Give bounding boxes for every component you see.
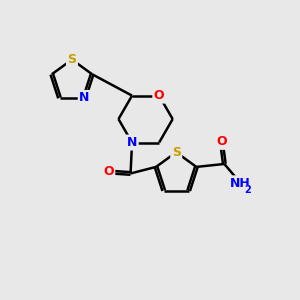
Text: O: O (103, 166, 114, 178)
Text: O: O (154, 89, 164, 102)
Text: O: O (216, 135, 227, 148)
Text: S: S (68, 53, 76, 66)
Text: S: S (172, 146, 181, 159)
Text: 2: 2 (244, 185, 251, 196)
Text: N: N (127, 136, 137, 149)
Text: NH: NH (230, 177, 251, 190)
Text: N: N (79, 92, 90, 104)
